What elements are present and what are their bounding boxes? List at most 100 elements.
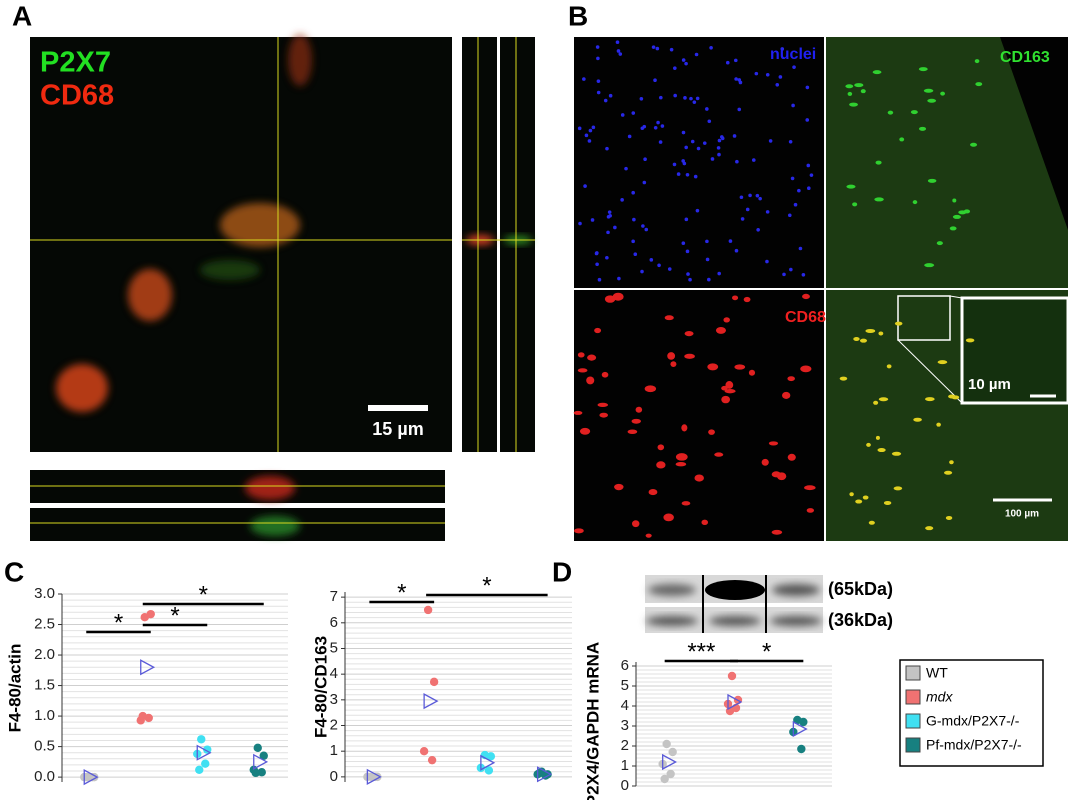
nucleus <box>607 210 612 214</box>
data-point <box>486 752 496 761</box>
y-tick-label: 0 <box>330 768 338 785</box>
nucleus <box>685 173 690 177</box>
cell <box>804 485 816 491</box>
mean-marker <box>536 766 552 783</box>
data-point <box>251 768 260 778</box>
y-tick-label: 0.0 <box>34 768 55 785</box>
data-point <box>201 759 210 768</box>
data-point <box>660 774 669 784</box>
nucleus <box>789 267 793 272</box>
cell <box>872 70 882 75</box>
nucleus <box>659 95 663 100</box>
cell <box>684 353 695 359</box>
nucleus <box>765 259 769 264</box>
scale-bar-label: 15 µm <box>372 419 423 439</box>
nucleus <box>780 47 785 51</box>
data-point <box>423 605 433 615</box>
y-tick-label: 5 <box>330 639 338 656</box>
cell <box>802 293 810 300</box>
cell <box>734 364 746 370</box>
scale-bar-label: 100 µm <box>1005 509 1039 520</box>
panel-label: D <box>552 556 572 587</box>
cell <box>714 452 724 457</box>
cell <box>594 327 602 334</box>
mean-marker <box>196 744 212 761</box>
nucleus <box>620 198 624 202</box>
cell <box>951 395 960 400</box>
nucleus <box>737 107 742 112</box>
nucleus <box>755 193 760 198</box>
y-tick-label: 1.5 <box>34 677 55 694</box>
nucleus <box>639 97 644 101</box>
nucleus <box>588 128 593 133</box>
nucleus <box>756 227 760 232</box>
nucleus <box>748 193 752 198</box>
cell <box>601 371 609 378</box>
nucleus <box>681 130 686 135</box>
cell <box>748 369 756 376</box>
cell <box>663 513 674 522</box>
y-tick-label: 3.0 <box>34 585 55 602</box>
data-point <box>662 739 671 749</box>
nucleus <box>688 277 692 282</box>
cell <box>657 444 665 451</box>
nucleus <box>692 100 697 104</box>
nucleus <box>657 263 661 268</box>
nucleus <box>642 180 647 185</box>
cell <box>846 184 856 189</box>
cell <box>675 453 688 461</box>
nucleus <box>790 176 795 181</box>
nucleus <box>707 119 712 124</box>
cell <box>854 83 864 88</box>
nucleus <box>684 145 688 150</box>
y-tick-label: 3 <box>621 717 629 734</box>
nucleus <box>768 139 773 143</box>
nucleus <box>801 272 806 277</box>
cell <box>924 263 935 268</box>
cell <box>910 110 918 115</box>
nucleus <box>809 173 814 177</box>
y-tick-label: 1 <box>330 742 338 759</box>
y-tick-label: 2.0 <box>34 646 55 663</box>
cell <box>913 417 922 422</box>
band-label: (65kDa) <box>828 579 893 599</box>
nucleus <box>765 210 770 214</box>
nucleus <box>667 267 672 271</box>
nucleus <box>643 157 647 161</box>
cell <box>925 397 935 402</box>
cell <box>847 91 853 96</box>
nucleus <box>596 79 601 83</box>
nucleus <box>616 49 621 53</box>
cell <box>597 402 609 407</box>
significance-label: * <box>397 579 406 606</box>
nucleus <box>805 118 810 122</box>
nucleus <box>805 85 810 90</box>
nucleus <box>595 45 600 49</box>
cell <box>875 435 880 440</box>
cell <box>970 142 978 147</box>
cell <box>919 126 927 131</box>
cell <box>878 331 884 336</box>
nucleus <box>751 158 756 162</box>
cell <box>891 451 902 456</box>
y-axis-label: F4-80/actin <box>5 644 24 733</box>
nucleus <box>689 96 693 101</box>
significance-label: * <box>482 572 491 599</box>
cell <box>860 89 866 94</box>
nucleus <box>725 60 730 65</box>
mean-marker <box>253 753 269 770</box>
nucleus <box>591 125 596 130</box>
legend-swatch <box>905 689 921 705</box>
nucleus <box>717 152 721 157</box>
nucleus <box>778 75 783 79</box>
y-tick-label: 1 <box>621 757 629 774</box>
nucleus <box>793 202 798 207</box>
nucleus <box>594 251 599 256</box>
confocal-image <box>30 34 535 541</box>
nucleus <box>705 107 709 111</box>
cell <box>635 406 643 413</box>
y-tick-label: 2 <box>330 716 338 733</box>
nucleus <box>806 186 811 191</box>
cell <box>694 474 704 482</box>
mean-marker <box>83 769 99 786</box>
